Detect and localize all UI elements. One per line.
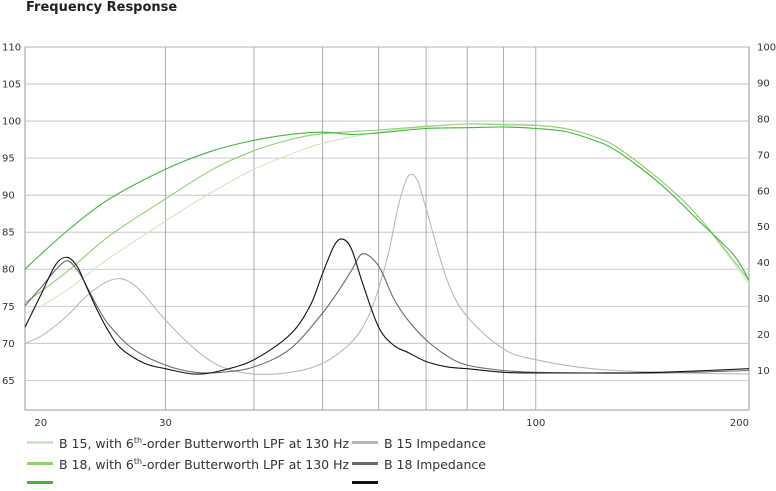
legend-item-b15-impedance: B 15 Impedance <box>352 436 486 451</box>
y-left-tick-label: 75 <box>2 302 15 313</box>
x-tick-label: 200 <box>730 418 749 429</box>
y-left-tick-label: 110 <box>2 43 21 54</box>
y-right-tick-label: 60 <box>757 186 770 197</box>
legend-item-b18-lpf: B 18, with 6th-order Butterworth LPF at … <box>27 457 349 472</box>
y-right-tick-label: 20 <box>757 330 770 341</box>
y-left-tick-label: 95 <box>2 154 15 165</box>
legend-label: B 15 Impedance <box>384 436 486 451</box>
y-right-tick-label: 80 <box>757 114 770 125</box>
legend-sup: th <box>133 436 143 445</box>
y-left-tick-label: 90 <box>2 191 15 202</box>
series-line-1 <box>24 123 750 304</box>
series-line-5 <box>24 238 750 375</box>
y-right-tick-label: 100 <box>757 43 776 54</box>
x-tick-label: 100 <box>526 418 545 429</box>
legend-swatch <box>352 462 378 465</box>
y-right-tick-label: 10 <box>757 366 770 377</box>
y-right-tick-label: 50 <box>757 222 770 233</box>
series-layer <box>24 123 750 376</box>
y-left-tick-label: 65 <box>2 376 15 387</box>
legend-swatch <box>352 441 378 444</box>
legend-label-tail: -order Butterworth LPF at 130 Hz <box>142 457 350 473</box>
y-left-tick-label: 105 <box>2 80 21 91</box>
y-right-tick-label: 70 <box>757 150 770 161</box>
legend-sup: th <box>133 457 143 466</box>
chart-title: Frequency Response <box>26 0 178 15</box>
legend-label: B 15, with 6 <box>59 436 134 452</box>
y-left-tick-label: 85 <box>2 228 15 239</box>
y-left-tick-label: 70 <box>2 339 15 350</box>
legend-label-tail: -order Butterworth LPF at 130 Hz <box>142 436 350 452</box>
x-tick-label: 30 <box>159 418 172 429</box>
legend-swatch <box>27 441 53 445</box>
legend-item-b18-impedance: B 18 Impedance <box>352 457 486 472</box>
y-left-tick-label: 80 <box>2 265 15 276</box>
legend-item-green-unlabeled <box>27 476 59 491</box>
legend-label: B 18 Impedance <box>384 457 486 472</box>
legend-item-b15-lpf: B 15, with 6th-order Butterworth LPF at … <box>27 436 349 451</box>
y-left-tick-label: 100 <box>2 117 21 128</box>
y-right-tick-label: 30 <box>757 294 770 305</box>
axis-ticks: 110 105 100 95 90 85 80 75 70 65 100 90 80 70 60 50 40 30… <box>2 43 776 430</box>
y-right-tick-label: 90 <box>757 78 770 89</box>
grid <box>24 46 750 411</box>
legend-item-black-unlabeled <box>352 476 384 491</box>
legend-swatch <box>352 481 378 484</box>
legend-label: B 18, with 6 <box>59 457 134 473</box>
series-line-2 <box>24 126 750 281</box>
y-right-tick-label: 40 <box>757 258 770 269</box>
legend-swatch <box>27 481 53 484</box>
series-line-3 <box>24 173 750 376</box>
legend-swatch <box>27 462 53 466</box>
x-tick-label: 20 <box>34 418 47 429</box>
